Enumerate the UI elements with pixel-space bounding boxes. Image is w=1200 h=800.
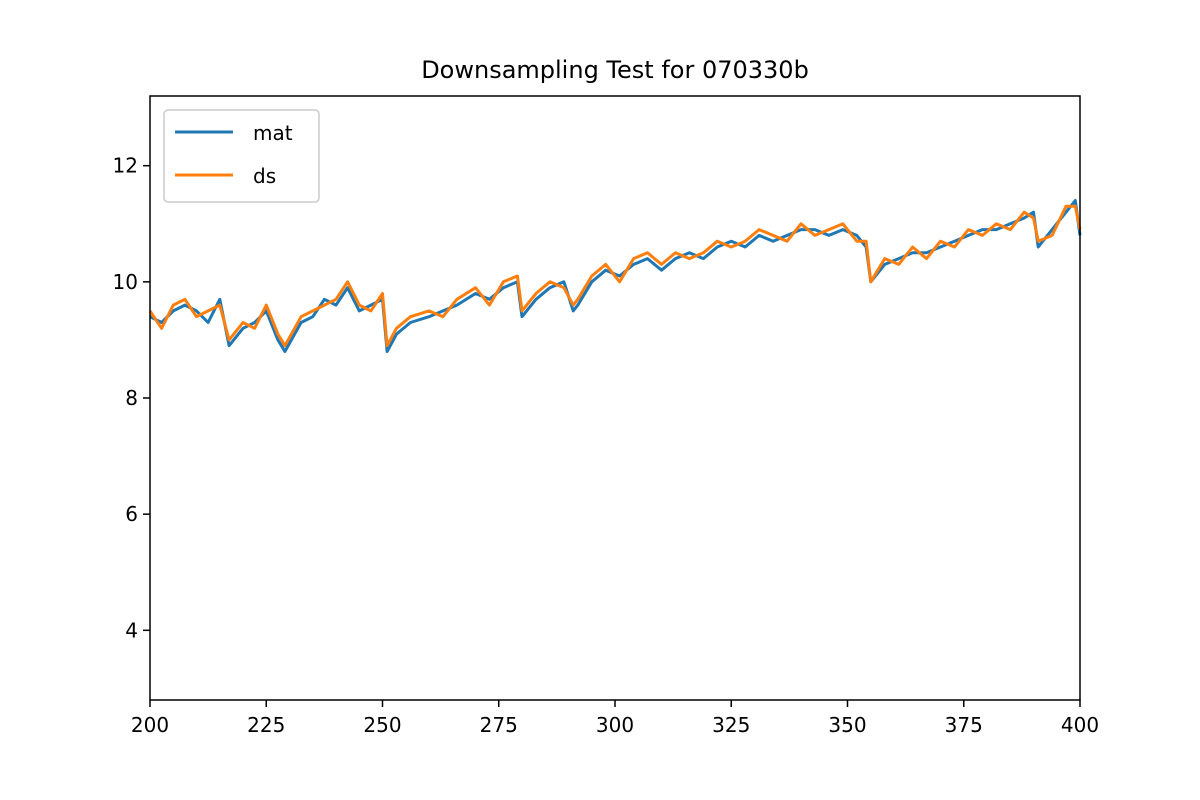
y-axis: 4 6 8 10 12 xyxy=(113,154,150,642)
y-tick-label: 8 xyxy=(125,386,138,410)
x-tick-label: 350 xyxy=(828,713,866,737)
x-tick-label: 400 xyxy=(1061,713,1099,737)
series-line-ds xyxy=(148,204,1082,348)
chart-title: Downsampling Test for 070330b xyxy=(421,56,809,84)
y-tick-label: 6 xyxy=(125,502,138,526)
x-tick-label: 200 xyxy=(131,713,169,737)
y-tick-label: 10 xyxy=(113,270,138,294)
x-tick-label: 300 xyxy=(596,713,634,737)
x-tick-label: 325 xyxy=(712,713,750,737)
legend-box xyxy=(163,109,320,203)
y-tick-label: 4 xyxy=(125,618,138,642)
x-tick-label: 225 xyxy=(247,713,285,737)
legend: mat ds xyxy=(163,109,320,203)
legend-label-ds: ds xyxy=(253,164,276,188)
series-layer xyxy=(148,199,1082,353)
x-tick-label: 275 xyxy=(480,713,518,737)
y-tick-label: 12 xyxy=(113,154,138,178)
x-tick-label: 375 xyxy=(945,713,983,737)
legend-label-mat: mat xyxy=(253,121,293,145)
x-axis: 200 225 250 275 300 325 350 375 400 xyxy=(131,700,1099,737)
x-tick-label: 250 xyxy=(363,713,401,737)
